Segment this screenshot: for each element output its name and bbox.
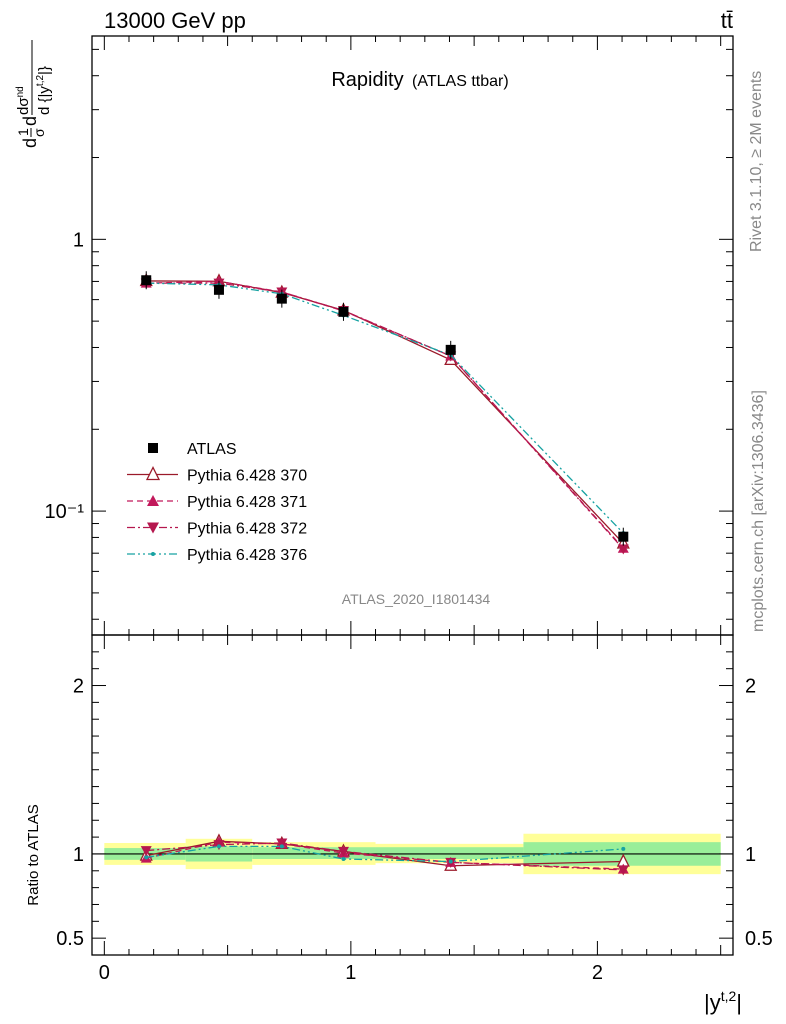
data-point (213, 284, 224, 295)
legend-marker (147, 522, 159, 534)
ratio-ytick-label: 1 (73, 844, 84, 866)
ratio-point-4 (144, 855, 149, 860)
legend: ATLAS Pythia 6.428 370 Pythia 6.428 371 Pyt… (127, 441, 307, 564)
rivet-version-label: Rivet 3.1.10, ≥ 2M events (748, 71, 765, 252)
chart-title: Rapidity (ATLAS ttbar) (331, 69, 508, 91)
ratio-point-4 (279, 844, 284, 849)
ratio-point-3 (276, 838, 288, 849)
ylabel-sigma: σ (31, 128, 47, 137)
ratio-axes: 0.5 0.5 1 1 2 2 0 1 2 (56, 651, 773, 984)
ratio-point-3 (140, 846, 152, 857)
main-plot-frame (91, 35, 734, 636)
xtick-label: 1 (345, 962, 356, 984)
band-stat (375, 847, 524, 859)
main-ytick-label: 10⁻¹ (45, 501, 85, 523)
legend-label: ATLAS (187, 441, 237, 458)
ratio-plot-frame (91, 634, 734, 956)
main-series-layer (139, 271, 630, 555)
legend-marker (145, 466, 161, 481)
main-line-2 (146, 280, 624, 549)
source-label: mcplots.cern.ch [arXiv:1306.3436] (750, 390, 767, 632)
ylabel-denominator: d {|yt,2|} (35, 66, 53, 115)
ylabel-d2: d (20, 116, 40, 126)
ratio-point-4 (341, 857, 346, 861)
main-line-4 (146, 282, 624, 534)
ratio-point-3 (337, 846, 349, 857)
data-point (338, 306, 349, 317)
ylabel-d: d (20, 138, 40, 148)
ratio-ytick-label-right: 0.5 (745, 928, 773, 950)
ratio-ytick-label: 2 (73, 676, 84, 698)
main-point-3 (617, 544, 629, 555)
analysis-label: ATLAS_2020_I1801434 (342, 591, 491, 607)
ratio-ytick-label-right: 2 (745, 676, 756, 698)
title-sub: (ATLAS ttbar) (412, 73, 509, 90)
legend-label: Pythia 6.428 376 (187, 547, 307, 564)
ratio-point-3 (617, 865, 629, 876)
main-axes: 1 10⁻¹ (45, 36, 733, 955)
legend-label: Pythia 6.428 372 (187, 521, 307, 538)
ratio-ylabel: Ratio to ATLAS (25, 804, 42, 905)
ratio-ytick-label: 0.5 (56, 928, 84, 950)
energy-label: 13000 GeV pp (104, 8, 246, 33)
xtick-label: 2 (592, 962, 603, 984)
data-point (141, 275, 152, 286)
ratio-ytick-label-right: 1 (745, 844, 756, 866)
ylabel-one: 1 (15, 128, 31, 136)
ylabel-dsigma: dσnd (15, 86, 32, 115)
ratio-line-2 (146, 841, 624, 870)
legend-marker (151, 552, 155, 556)
data-point (276, 293, 287, 304)
x-axis-label: |yt,2| (704, 988, 742, 1015)
legend-label: Pythia 6.428 370 (187, 468, 307, 485)
xtick-label: 0 (99, 962, 110, 984)
main-ytick-label: 1 (73, 229, 84, 251)
ratio-line-3 (146, 842, 624, 871)
ratio-point-4 (448, 859, 453, 864)
main-ylabel: d 1 σ d dσnd d {|yt,2|} (15, 40, 53, 148)
main-line-3 (146, 282, 624, 550)
legend-label: Pythia 6.428 371 (187, 494, 307, 511)
process-label: tt̄ (721, 8, 733, 33)
ratio-series-layer (139, 833, 630, 876)
legend-marker (147, 495, 159, 506)
ratio-point-4 (216, 844, 221, 849)
data-point (445, 344, 456, 355)
data-point (618, 531, 629, 542)
legend-marker-data (148, 443, 158, 453)
ratio-point-4 (621, 846, 626, 851)
title-main: Rapidity (331, 69, 403, 91)
